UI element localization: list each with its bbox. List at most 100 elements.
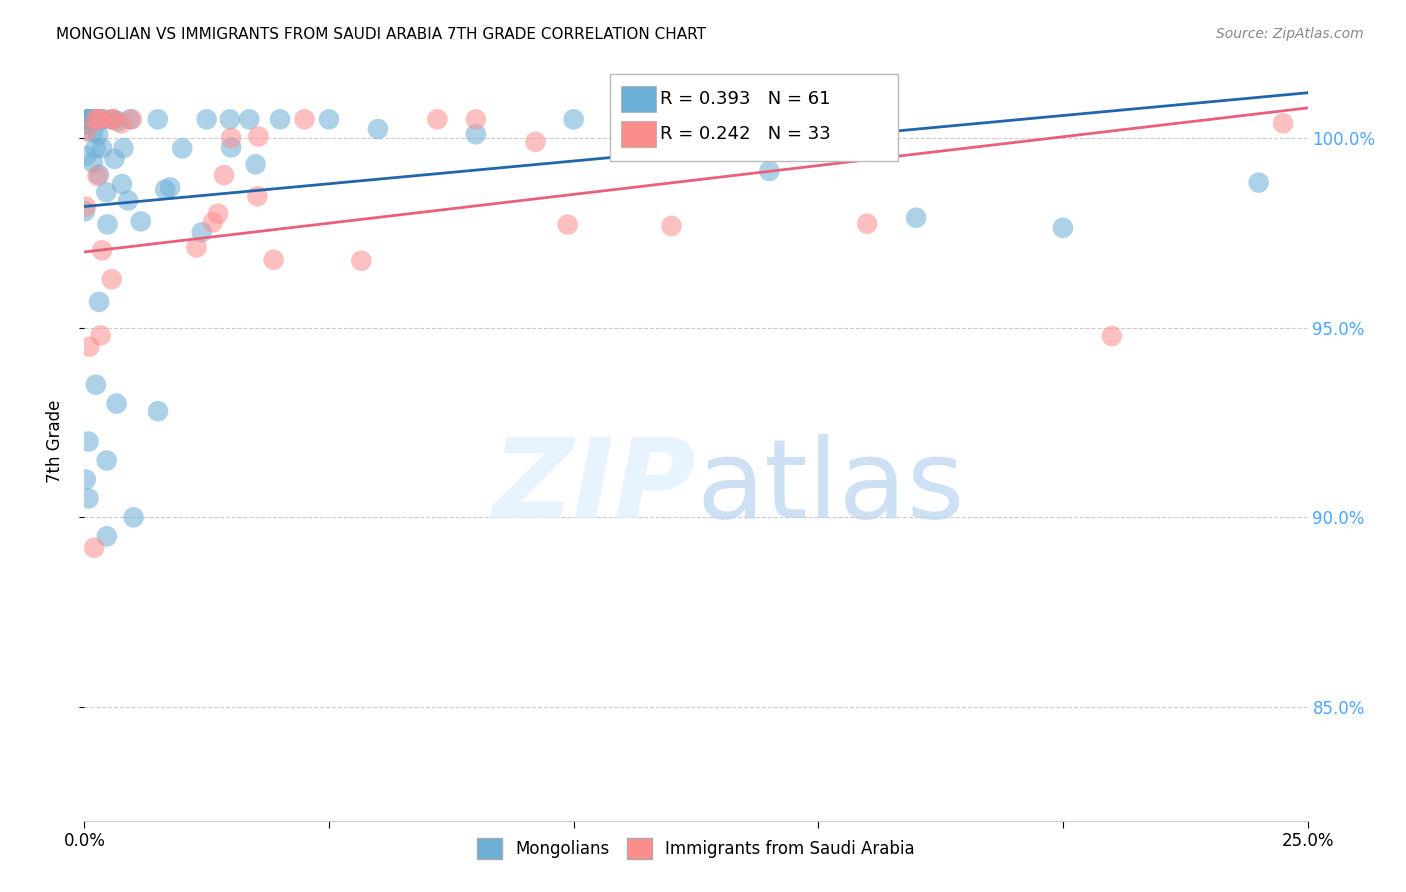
Point bbox=[245, 157, 267, 171]
Point bbox=[155, 183, 177, 197]
Point bbox=[195, 112, 218, 127]
Point bbox=[464, 112, 486, 127]
Point bbox=[79, 112, 101, 127]
Legend: Mongolians, Immigrants from Saudi Arabia: Mongolians, Immigrants from Saudi Arabia bbox=[471, 831, 921, 865]
Point bbox=[110, 116, 132, 130]
Point bbox=[117, 194, 139, 208]
Point bbox=[207, 207, 229, 221]
Point bbox=[96, 453, 118, 467]
Text: R = 0.242   N = 33: R = 0.242 N = 33 bbox=[661, 125, 831, 143]
Point bbox=[557, 218, 579, 232]
Point bbox=[101, 112, 124, 127]
Point bbox=[367, 122, 389, 136]
Point bbox=[73, 204, 96, 219]
FancyBboxPatch shape bbox=[610, 74, 898, 161]
Point bbox=[758, 164, 780, 178]
Point bbox=[159, 180, 181, 194]
Point bbox=[350, 253, 373, 268]
Point bbox=[91, 112, 114, 127]
Point bbox=[80, 112, 103, 127]
Point bbox=[82, 112, 104, 127]
Point bbox=[79, 112, 101, 127]
Point bbox=[87, 112, 110, 127]
Point bbox=[91, 112, 114, 127]
Point bbox=[89, 112, 111, 127]
Point bbox=[75, 118, 97, 132]
Point bbox=[75, 473, 97, 487]
Text: R = 0.393   N = 61: R = 0.393 N = 61 bbox=[661, 90, 831, 108]
Text: MONGOLIAN VS IMMIGRANTS FROM SAUDI ARABIA 7TH GRADE CORRELATION CHART: MONGOLIAN VS IMMIGRANTS FROM SAUDI ARABI… bbox=[56, 27, 706, 42]
Point bbox=[87, 294, 110, 309]
Point bbox=[103, 152, 125, 166]
Text: atlas: atlas bbox=[696, 434, 965, 541]
Point bbox=[219, 140, 242, 154]
Point bbox=[122, 510, 145, 524]
Point bbox=[269, 112, 291, 127]
Point bbox=[82, 125, 104, 139]
Point bbox=[96, 218, 118, 232]
Point bbox=[146, 112, 169, 127]
Point bbox=[91, 141, 114, 155]
Point bbox=[91, 244, 114, 258]
Point bbox=[87, 128, 110, 142]
Point bbox=[100, 112, 122, 127]
Point bbox=[212, 168, 235, 182]
Point bbox=[101, 112, 124, 127]
Point bbox=[96, 185, 118, 199]
Point bbox=[86, 169, 108, 183]
Point bbox=[107, 114, 129, 128]
Point bbox=[426, 112, 449, 127]
Point bbox=[201, 215, 224, 229]
Point bbox=[1101, 329, 1123, 343]
FancyBboxPatch shape bbox=[621, 86, 655, 112]
Point bbox=[76, 112, 98, 127]
Point bbox=[247, 129, 270, 144]
Point bbox=[100, 272, 122, 286]
Point bbox=[89, 328, 111, 343]
Point bbox=[524, 135, 547, 149]
Point bbox=[1247, 176, 1270, 190]
Point bbox=[77, 491, 100, 506]
Point bbox=[84, 141, 107, 155]
Point bbox=[120, 112, 142, 127]
Point bbox=[77, 434, 100, 449]
Point bbox=[105, 397, 128, 411]
Point bbox=[77, 112, 100, 127]
Point bbox=[87, 168, 110, 182]
Point bbox=[464, 127, 486, 141]
Point bbox=[238, 112, 260, 127]
Text: ZIP: ZIP bbox=[492, 434, 696, 541]
Point bbox=[75, 124, 97, 138]
Point bbox=[79, 117, 101, 131]
Point bbox=[219, 131, 242, 145]
Point bbox=[1272, 116, 1295, 130]
Point bbox=[83, 112, 105, 127]
FancyBboxPatch shape bbox=[621, 120, 655, 146]
Text: Source: ZipAtlas.com: Source: ZipAtlas.com bbox=[1216, 27, 1364, 41]
Point bbox=[121, 112, 143, 127]
Point bbox=[75, 200, 97, 214]
Point bbox=[263, 252, 285, 267]
Point bbox=[89, 112, 111, 127]
Point bbox=[77, 112, 100, 127]
Point bbox=[75, 149, 97, 163]
Point bbox=[562, 112, 585, 127]
Point bbox=[246, 189, 269, 203]
Point bbox=[79, 340, 101, 354]
Point bbox=[318, 112, 340, 127]
Point bbox=[112, 141, 135, 155]
Y-axis label: 7th Grade: 7th Grade bbox=[45, 400, 63, 483]
Point bbox=[1052, 220, 1074, 235]
Point bbox=[191, 225, 214, 239]
Point bbox=[83, 541, 105, 555]
Point bbox=[856, 217, 879, 231]
Point bbox=[96, 529, 118, 543]
Point bbox=[129, 214, 152, 228]
Point bbox=[905, 211, 928, 225]
Point bbox=[172, 141, 194, 155]
Point bbox=[82, 155, 104, 169]
Point bbox=[661, 219, 683, 233]
Point bbox=[146, 404, 169, 418]
Point bbox=[84, 112, 107, 127]
Point bbox=[84, 377, 107, 392]
